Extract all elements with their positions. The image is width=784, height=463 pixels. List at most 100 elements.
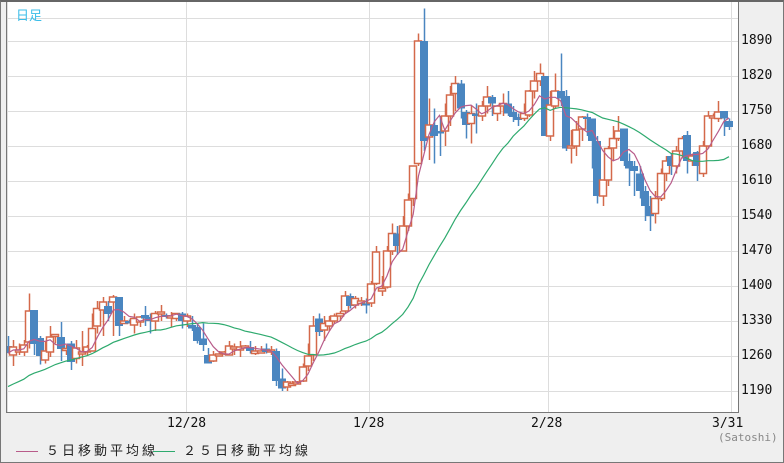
candle-body-down [315, 318, 323, 332]
candle-body-down [420, 41, 428, 141]
candle-body-down [278, 378, 286, 389]
y-tick-label: 1610 [741, 173, 773, 188]
candle-body-down [462, 112, 470, 125]
candle-body-down [346, 296, 354, 306]
candle-body-up [608, 137, 618, 149]
candle-body-down [472, 113, 480, 116]
candlestick-chart [7, 2, 738, 412]
candle-body-up [377, 287, 387, 292]
candle-body-down [593, 141, 601, 196]
candle-body-down [393, 233, 401, 246]
candle-body-down [562, 96, 570, 149]
candle-body-down [488, 97, 496, 104]
candle-body-down [199, 338, 207, 345]
candle-body-up [566, 145, 576, 149]
plot-area [6, 2, 739, 413]
ma25-line [7, 106, 730, 388]
candle-body-up [50, 333, 60, 338]
candle-body-down [720, 111, 728, 119]
candle-body-up [92, 307, 102, 327]
candle-body-up [598, 179, 608, 197]
ma25-swatch-icon [153, 451, 175, 452]
candle-body-down [272, 351, 280, 381]
legend-ma5: ５日移動平均線 [16, 440, 158, 459]
candle-body-down [246, 347, 254, 351]
candle-body-up [650, 197, 660, 215]
candle-body-up [698, 145, 708, 175]
candle-body-down [57, 337, 65, 349]
candle-body-down [178, 313, 186, 321]
candle-body-down [30, 310, 38, 344]
candle-body-down [667, 156, 675, 166]
candle-body-down [630, 166, 638, 171]
candle-body-up [603, 147, 613, 181]
candle-body-down [188, 325, 196, 329]
candle-body-down [625, 161, 633, 169]
y-tick-label: 1890 [741, 33, 773, 48]
y-tick-label: 1680 [741, 138, 773, 153]
candle-body-up [445, 94, 455, 117]
candle-body-up [298, 366, 308, 382]
y-tick-label: 1330 [741, 313, 773, 328]
candle-body-down [620, 128, 628, 161]
candle-body-down [557, 91, 565, 99]
candle-body-down [541, 76, 549, 136]
candle-body-down [641, 191, 649, 206]
candle-body-up [398, 225, 408, 252]
candle-body-down [36, 338, 44, 356]
candle-body-down [104, 306, 112, 314]
candle-body-down [436, 131, 444, 134]
candle-body-up [382, 250, 392, 288]
y-tick-label: 1260 [741, 348, 773, 363]
candle-body-up [571, 129, 581, 147]
candle-body-down [646, 206, 654, 216]
candle-body-down [588, 118, 596, 141]
candle-body-down [125, 321, 133, 324]
candle-body-up [324, 320, 334, 327]
legend-ma5-label: ５日移動平均線 [46, 444, 159, 459]
candle-body-up [335, 312, 345, 317]
candle-body-up [529, 80, 539, 92]
y-tick-label: 1400 [741, 278, 773, 293]
candle-body-down [504, 103, 512, 114]
y-tick-label: 1820 [741, 68, 773, 83]
credit-label: (Satoshi) [718, 431, 778, 444]
candle-body-down [141, 315, 149, 319]
candle-body-down [67, 343, 75, 362]
candle-body-up [545, 104, 555, 137]
x-tick-label: 2/28 [531, 416, 563, 431]
candle-body-up [214, 353, 224, 357]
x-tick-label: 3/31 [712, 416, 744, 431]
candle-body-up [524, 90, 534, 116]
candle-body-down [683, 135, 691, 161]
candle-body-up [371, 251, 381, 285]
candle-body-down [362, 303, 370, 306]
y-tick-label: 1470 [741, 243, 773, 258]
ma5-swatch-icon [16, 451, 38, 452]
candle-body-up [477, 105, 487, 117]
candle-body-up [329, 315, 339, 322]
ma5-line [7, 94, 730, 385]
candle-body-up [208, 354, 218, 362]
candle-body-down [115, 297, 123, 326]
x-tick-label: 1/28 [353, 416, 385, 431]
candle-body-down [583, 117, 591, 119]
y-tick-label: 1190 [741, 383, 773, 398]
legend-ma25-label: ２５日移動平均線 [183, 444, 312, 459]
y-tick-label: 1540 [741, 208, 773, 223]
candle-body-down [514, 117, 522, 120]
candle-body-up [366, 283, 376, 304]
candle-body-down [693, 152, 701, 166]
candle-body-up [408, 165, 418, 200]
candle-body-up [656, 172, 666, 200]
candle-body-down [146, 317, 154, 321]
legend-ma25: ２５日移動平均線 [153, 440, 311, 459]
candle-body-up [403, 199, 413, 227]
candle-body-up [303, 355, 313, 367]
candle-body-up [671, 150, 681, 167]
candle-body-down [457, 83, 465, 109]
candle-body-up [703, 115, 713, 147]
candle-body-up [40, 350, 50, 361]
x-tick-label: 12/28 [167, 416, 207, 431]
candle-body-down [725, 121, 733, 127]
